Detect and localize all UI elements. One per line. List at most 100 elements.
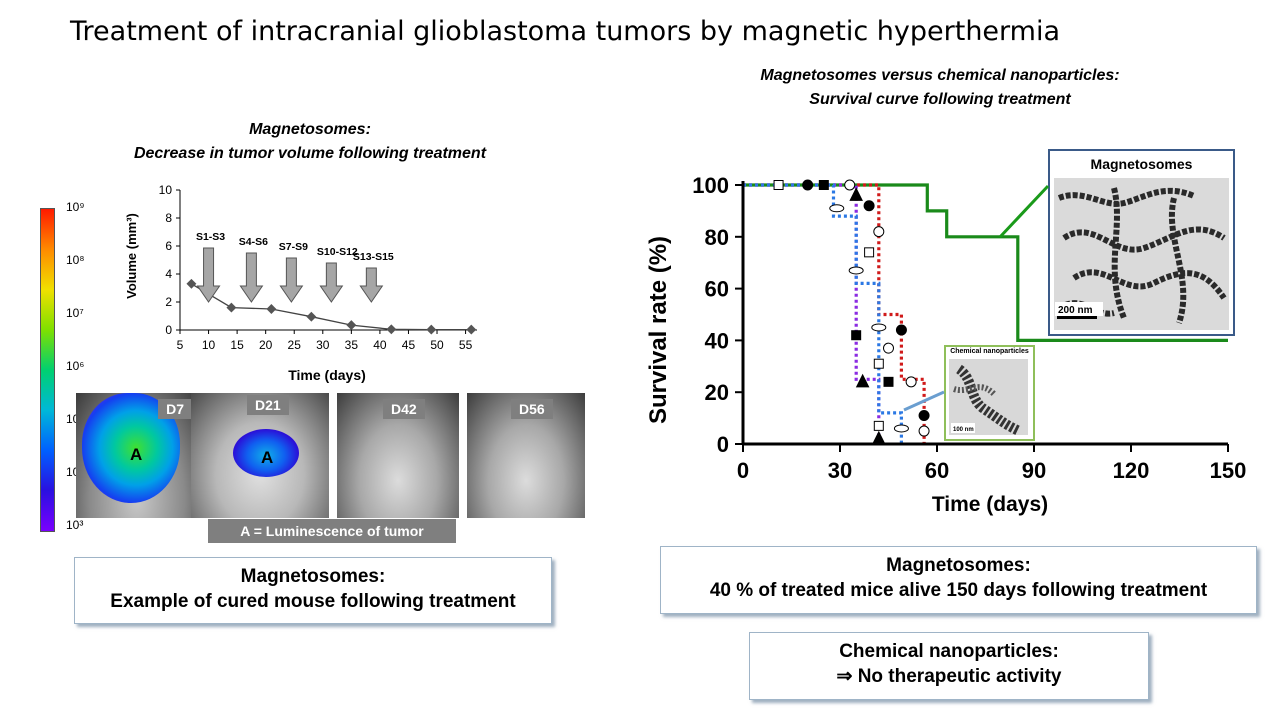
survival-marker xyxy=(844,179,856,191)
chemical-scale-bar: 100 nm xyxy=(953,427,974,433)
tumor-marker-d7: A xyxy=(130,445,143,464)
chemical-inset-title: Chemical nanoparticles xyxy=(950,348,1029,355)
treatment-arrow xyxy=(279,257,304,303)
volume-y-axis-label: Volume (mm³) xyxy=(124,213,139,299)
volume-x-tick-label: 20 xyxy=(259,338,273,352)
magnetosomes-inset-title: Magnetosomes xyxy=(1090,156,1193,172)
day-label-d7: D7 xyxy=(158,399,192,419)
survival-marker xyxy=(873,358,884,369)
volume-series-line xyxy=(191,283,472,331)
treatment-arrow-label: S1-S3 xyxy=(196,231,225,243)
day-label-d42: D42 xyxy=(383,399,425,419)
chemical-micrograph: 100 nm xyxy=(949,359,1028,435)
treatment-arrow-label: S7-S9 xyxy=(279,241,308,253)
volume-x-tick-label: 45 xyxy=(402,338,416,352)
volume-x-tick-label: 50 xyxy=(430,338,444,352)
volume-x-axis-label: Time (days) xyxy=(288,367,366,383)
survival-marker xyxy=(871,430,886,445)
survival-marker xyxy=(905,376,917,388)
survival-marker xyxy=(873,420,884,431)
survival-marker xyxy=(802,179,814,191)
treatment-arrow-label: S4-S6 xyxy=(239,236,268,248)
survival-x-tick-label: 30 xyxy=(828,458,852,483)
survival-y-tick-label: 60 xyxy=(705,277,729,302)
volume-data-point xyxy=(186,278,197,289)
volume-x-tick-label: 10 xyxy=(202,338,216,352)
survival-series-line-3 xyxy=(743,183,881,444)
volume-x-tick-label: 35 xyxy=(345,338,359,352)
survival-y-tick-label: 20 xyxy=(705,380,729,405)
chemical-box-line-1: Chemical nanoparticles: xyxy=(839,641,1059,662)
cured-box-line-1: Magnetosomes: xyxy=(240,566,386,587)
survival-series-line-4 xyxy=(743,183,903,444)
survival-y-tick-label: 0 xyxy=(717,432,729,457)
magnetosomes-micrograph: 200 nm xyxy=(1054,178,1229,330)
chemical-activity-box: Chemical nanoparticles: ⇒ No therapeutic… xyxy=(749,632,1149,700)
mouse-panel-d21: A D21 xyxy=(191,393,329,518)
survival-marker xyxy=(871,323,887,332)
scale-label-1e3: 10³ xyxy=(66,518,84,532)
volume-y-tick-label: 8 xyxy=(165,211,172,225)
survival-marker xyxy=(895,324,907,336)
survival-x-tick-label: 60 xyxy=(925,458,949,483)
survival-series-line-1 xyxy=(743,183,1228,342)
day-label-d56: D56 xyxy=(511,399,553,419)
scale-label-1e8: 10⁸ xyxy=(66,253,85,267)
magnetosomes-callout-line xyxy=(998,184,1050,239)
alive-box-line-2: 40 % of treated mice alive 150 days foll… xyxy=(709,580,1208,601)
survival-marker xyxy=(883,342,894,354)
treatment-arrow-shape xyxy=(319,262,344,303)
survival-marker xyxy=(818,180,829,190)
magnetosomes-inset: Magnetosomes 200 nm xyxy=(1048,149,1235,336)
left-heading: Magnetosomes: Decrease in tumor volume f… xyxy=(90,118,530,166)
scale-label-1e9: 10⁹ xyxy=(66,200,85,214)
volume-data-point xyxy=(466,324,477,335)
volume-data-point xyxy=(386,324,397,335)
alive-box-line-1: Magnetosomes: xyxy=(886,555,1031,576)
volume-x-tick-label: 15 xyxy=(230,338,244,352)
volume-data-point xyxy=(426,324,437,335)
left-heading-line-1: Magnetosomes: xyxy=(249,121,371,138)
chemical-box-line-2: ⇒ No therapeutic activity xyxy=(836,666,1062,687)
slide-title: Treatment of intracranial glioblastoma t… xyxy=(70,16,1061,47)
volume-x-tick-label: 30 xyxy=(316,338,330,352)
scale-label-1e7: 10⁷ xyxy=(66,306,84,320)
survival-marker xyxy=(863,200,875,212)
survival-marker xyxy=(851,330,862,341)
survival-x-axis-label: Time (days) xyxy=(932,493,1048,516)
right-heading-line-1: Magnetosomes versus chemical nanoparticl… xyxy=(760,67,1120,84)
treatment-arrow xyxy=(359,267,384,303)
survival-marker xyxy=(883,376,894,387)
treatment-arrow-shape xyxy=(196,247,221,303)
survival-marker xyxy=(855,373,870,388)
day-label-d21: D21 xyxy=(247,395,289,415)
survival-x-tick-label: 150 xyxy=(1210,458,1247,483)
mouse-panel-d7: A D7 xyxy=(76,393,198,518)
volume-x-tick-label: 55 xyxy=(459,338,473,352)
survival-marker xyxy=(848,266,864,275)
right-heading-line-2: Survival curve following treatment xyxy=(809,91,1071,108)
chemical-callout-line xyxy=(903,390,945,412)
survival-marker xyxy=(829,204,845,213)
survival-marker xyxy=(918,410,930,422)
survival-x-tick-label: 120 xyxy=(1113,458,1150,483)
volume-y-tick-label: 2 xyxy=(165,295,172,309)
cured-box-line-2: Example of cured mouse following treatme… xyxy=(110,591,516,612)
chemical-nanoparticles-inset: Chemical nanoparticles 100 nm xyxy=(944,345,1035,441)
survival-marker xyxy=(893,424,909,433)
volume-y-tick-label: 6 xyxy=(165,239,172,253)
survival-marker xyxy=(873,226,885,238)
survival-marker xyxy=(918,425,930,437)
left-heading-line-2: Decrease in tumor volume following treat… xyxy=(133,145,487,162)
mouse-panel-d56: D56 xyxy=(467,393,585,518)
survival-curve-chart: Survival rate (%) Time (days) 0 20 40 60 80 1… xyxy=(645,173,1247,516)
volume-y-tick-label: 10 xyxy=(159,183,173,197)
treatment-arrow xyxy=(239,252,264,303)
mouse-panel-d42: D42 xyxy=(337,393,459,518)
treatment-arrow-label: S13-S15 xyxy=(353,251,394,263)
volume-x-tick-label: 40 xyxy=(373,338,387,352)
treatment-arrow-shape xyxy=(279,257,304,303)
survival-y-axis-label: Survival rate (%) xyxy=(645,236,672,424)
treatment-arrow-shape xyxy=(239,252,264,303)
